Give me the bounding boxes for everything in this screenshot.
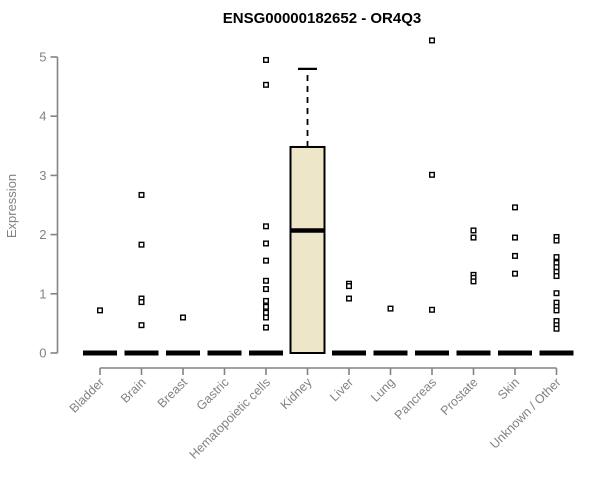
x-tick-label: Prostate [438, 375, 481, 418]
collapsed-box [373, 350, 408, 356]
outlier-point [263, 324, 270, 331]
outlier-point [263, 240, 270, 247]
y-tick-label: 2 [39, 227, 46, 242]
outlier-point [512, 234, 519, 241]
outlier-point [263, 277, 270, 284]
outlier-point [138, 191, 145, 198]
y-tick-label: 3 [39, 168, 46, 183]
x-tick-label: Pancreas [392, 375, 439, 422]
outlier-point [512, 204, 519, 211]
x-tick-label: Brain [118, 375, 149, 406]
outlier-point [138, 299, 145, 306]
x-tick-label: Lung [368, 375, 398, 405]
outlier-point [263, 223, 270, 230]
collapsed-box [124, 350, 159, 356]
collapsed-box [83, 350, 117, 356]
collapsed-box [498, 350, 532, 356]
collapsed-box [456, 350, 491, 356]
outlier-point [138, 322, 145, 329]
x-tick-label: Liver [327, 375, 356, 404]
outlier-point [263, 314, 270, 321]
outlier-point [429, 306, 436, 313]
outlier-point [263, 297, 270, 304]
y-tick-label: 4 [39, 109, 46, 124]
collapsed-box [249, 350, 283, 356]
x-tick-label: Gastric [194, 375, 232, 413]
outlier-point [346, 283, 353, 290]
outlier-point [470, 278, 477, 285]
collapsed-box [166, 350, 200, 356]
outlier-point [553, 307, 560, 314]
x-tick-label: Skin [495, 375, 522, 402]
collapsed-box [332, 350, 366, 356]
outlier-point [387, 305, 394, 312]
outlier-point [138, 241, 145, 248]
x-tick-label: Hematopoietic cells [187, 375, 274, 462]
outlier-point [346, 295, 353, 302]
outlier-point [553, 290, 560, 297]
outlier-point [553, 254, 560, 261]
y-tick-label: 1 [39, 286, 46, 301]
x-tick-label: Unknown / Other [487, 375, 563, 451]
outlier-point [553, 325, 560, 332]
outlier-point [263, 257, 270, 264]
outlier-point [512, 252, 519, 259]
outlier-point [263, 286, 270, 293]
outlier-point [470, 227, 477, 234]
outlier-point [470, 234, 477, 241]
outlier-point [429, 37, 436, 44]
collapsed-box [415, 350, 449, 356]
outlier-point [553, 237, 560, 244]
outlier-point [553, 264, 560, 271]
outlier-point [179, 314, 186, 321]
outlier-point [553, 273, 560, 280]
outlier-point [96, 307, 103, 314]
outlier-point [263, 303, 270, 310]
x-tick-label: Kidney [278, 375, 315, 412]
outlier-point [263, 309, 270, 316]
outlier-point [429, 171, 436, 178]
outlier-point [263, 56, 270, 63]
outlier-point [512, 270, 519, 277]
chart-title: ENSG00000182652 - OR4Q3 [223, 10, 421, 27]
y-tick-label: 0 [39, 346, 46, 361]
collapsed-box [207, 350, 242, 356]
y-tick-label: 5 [39, 50, 46, 65]
x-tick-label: Bladder [67, 375, 107, 415]
outlier-point [263, 81, 270, 88]
collapsed-box [539, 350, 574, 356]
box [289, 145, 326, 354]
x-tick-label: Breast [155, 375, 191, 411]
y-axis-label: Expression [4, 174, 19, 238]
